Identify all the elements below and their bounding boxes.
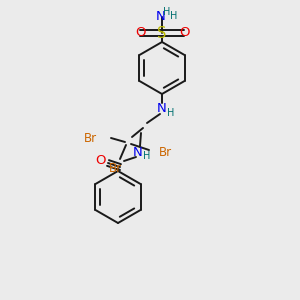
Text: H: H — [167, 108, 175, 118]
Text: Br: Br — [84, 131, 97, 145]
Text: O: O — [135, 26, 145, 40]
Text: N: N — [156, 10, 166, 22]
Text: H: H — [143, 151, 151, 161]
Text: Br: Br — [108, 163, 122, 176]
Text: Br: Br — [159, 146, 172, 158]
Text: S: S — [157, 26, 167, 40]
Text: O: O — [179, 26, 189, 40]
Text: O: O — [95, 154, 105, 166]
Text: H: H — [163, 7, 171, 17]
Text: N: N — [133, 146, 143, 158]
Text: N: N — [157, 103, 167, 116]
Text: H: H — [170, 11, 178, 21]
